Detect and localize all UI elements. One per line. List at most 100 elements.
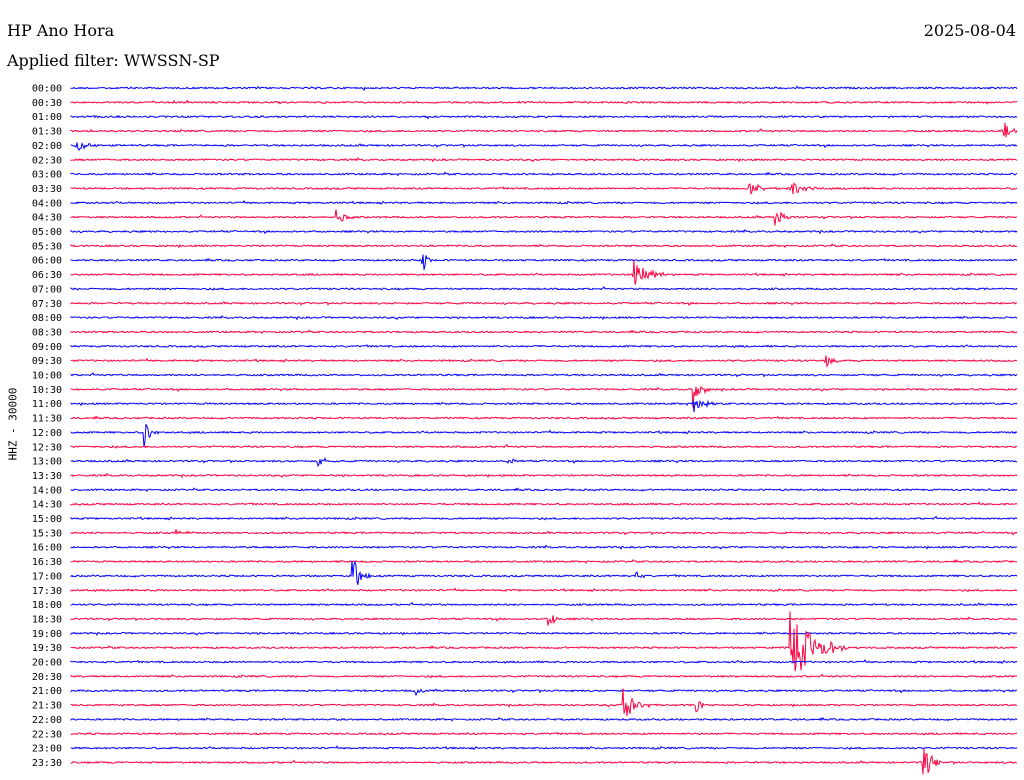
time-label: 19:30 [32,643,62,654]
trace-line [70,501,1018,507]
trace-line [70,587,1018,593]
time-label: 18:00 [32,600,62,611]
time-label: 09:00 [32,342,62,353]
time-label: 17:00 [32,571,62,582]
time-label: 23:30 [32,758,62,769]
trace-line [70,457,1018,468]
time-label: 20:00 [32,658,62,669]
time-label: 01:00 [32,112,62,123]
time-label: 02:00 [32,141,62,152]
trace-line [70,157,1018,163]
trace-line [70,355,1018,368]
time-label: 19:00 [32,629,62,640]
time-label: 05:30 [32,241,62,252]
trace-line [70,243,1018,249]
trace-line [70,688,1018,717]
time-label: 06:00 [32,256,62,267]
time-label: 16:30 [32,557,62,568]
trace-line [70,745,1018,751]
trace-line [70,487,1018,493]
trace-line [70,544,1018,550]
time-label: 00:00 [32,84,62,95]
trace-line [70,673,1018,679]
trace-line [70,415,1018,421]
trace-line [70,315,1018,321]
time-label: 09:30 [32,356,62,367]
trace-line [70,558,1018,564]
trace-line [70,472,1018,479]
trace-line [70,260,1018,285]
time-label: 23:00 [32,744,62,755]
date-label: 2025-08-04 [923,21,1016,40]
time-label: 14:00 [32,485,62,496]
time-label: 04:30 [32,213,62,224]
time-label: 06:30 [32,270,62,281]
trace-line [70,423,1018,447]
time-label: 22:30 [32,729,62,740]
trace-line [70,529,1018,536]
time-label: 12:30 [32,442,62,453]
time-label: 14:30 [32,500,62,511]
time-label: 22:00 [32,715,62,726]
trace-line [70,615,1018,626]
time-label: 16:00 [32,543,62,554]
time-label: 08:00 [32,313,62,324]
trace-line [70,254,1018,270]
time-label: 13:00 [32,457,62,468]
time-label: 03:30 [32,184,62,195]
trace-line [70,372,1018,378]
trace-line [70,749,1018,775]
time-label: 05:00 [32,227,62,238]
filter-label: Applied filter: WWSSN-SP [7,51,220,70]
trace-line [70,329,1018,335]
trace-line [70,199,1018,205]
trace-line [70,122,1018,138]
time-label: 00:30 [32,98,62,109]
time-label: 03:00 [32,170,62,181]
trace-line [70,560,1018,585]
trace-line [70,443,1018,449]
time-label: 18:30 [32,614,62,625]
time-label: 10:00 [32,371,62,382]
time-label: 08:30 [32,327,62,338]
time-label: 11:00 [32,399,62,410]
time-label: 02:30 [32,155,62,166]
time-label: 01:30 [32,127,62,138]
trace-line [70,285,1018,291]
trace-line [70,601,1018,607]
time-label: 07:30 [32,299,62,310]
trace-line [70,301,1018,307]
time-label: 11:30 [32,414,62,425]
time-label: 21:00 [32,686,62,697]
trace-line [70,688,1018,697]
time-label: 12:00 [32,428,62,439]
trace-line [70,114,1018,120]
trace-line [70,611,1018,672]
trace-line [70,631,1018,637]
time-label: 15:30 [32,528,62,539]
trace-line [70,99,1018,105]
trace-line [70,171,1018,177]
trace-line [70,731,1018,736]
time-label: 17:30 [32,586,62,597]
trace-line [70,85,1018,92]
time-label: 13:30 [32,471,62,482]
trace-line [70,141,1018,152]
time-label: 04:00 [32,198,62,209]
station-title: HP Ano Hora [7,21,115,40]
time-label: 15:00 [32,514,62,525]
trace-line [70,385,1018,408]
trace-line [70,182,1018,196]
trace-line [70,344,1018,349]
trace-line [70,399,1018,413]
trace-line [70,515,1018,521]
traces [70,85,1018,775]
time-labels: 00:00 00:30 01:00 01:30 02:00 02:30 03:00 03:30… [32,84,62,769]
trace-line [70,659,1018,664]
time-label: 21:30 [32,701,62,712]
trace-line [70,228,1018,235]
trace-line [70,716,1018,722]
time-label: 20:30 [32,672,62,683]
time-label: 10:30 [32,385,62,396]
